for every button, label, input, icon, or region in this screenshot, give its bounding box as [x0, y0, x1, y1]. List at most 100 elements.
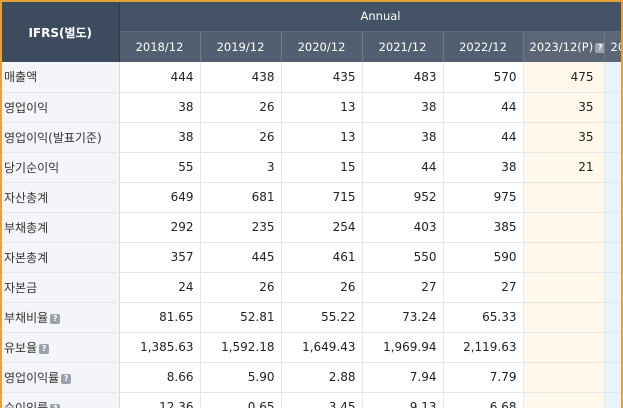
- data-cell: 438: [200, 62, 282, 93]
- estimate-cell: [523, 362, 605, 393]
- table-row: 영업이익률? 8.66 5.90 2.88 7.94 7.79: [2, 362, 621, 393]
- next-year-cell: [604, 152, 621, 183]
- data-cell: 1,385.63: [119, 332, 201, 363]
- row-label: 자본금: [2, 272, 120, 303]
- data-cell: 7.79: [443, 362, 524, 393]
- data-cell: 38: [362, 92, 444, 123]
- row-label: 영업이익(발표기준): [2, 122, 120, 153]
- data-cell: 26: [281, 272, 363, 303]
- estimate-cell: [523, 242, 605, 273]
- table-row: 유보율? 1,385.63 1,592.18 1,649.43 1,969.94 2,11…: [2, 332, 621, 363]
- data-cell: 483: [362, 62, 444, 93]
- next-year-cell: [604, 182, 621, 213]
- table-row: 영업이익 38 26 13 38 44 35: [2, 92, 621, 123]
- estimate-cell: 35: [523, 92, 605, 123]
- row-label-text: 매출액: [4, 70, 38, 85]
- table-corner-label: IFRS(별도): [2, 2, 120, 62]
- year-header-next: 202: [604, 31, 621, 62]
- data-cell: 435: [281, 62, 363, 93]
- data-cell: 254: [281, 212, 363, 243]
- estimate-cell: 475: [523, 62, 605, 93]
- table-row: 부채비율? 81.65 52.81 55.22 73.24 65.33: [2, 302, 621, 333]
- data-cell: 38: [362, 122, 444, 153]
- data-cell: 2.88: [281, 362, 363, 393]
- row-label: 영업이익률?: [2, 362, 120, 393]
- estimate-cell: [523, 272, 605, 303]
- row-label: 부채비율?: [2, 302, 120, 333]
- data-cell: 27: [443, 272, 524, 303]
- row-label-text: 자본총계: [4, 250, 49, 265]
- row-label-text: 당기순이익: [4, 160, 60, 175]
- next-year-cell: [604, 302, 621, 333]
- data-cell: 6.68: [443, 392, 524, 408]
- year-header: 2022/12: [443, 31, 524, 62]
- data-cell: 38: [119, 122, 201, 153]
- data-cell: 1,969.94: [362, 332, 444, 363]
- table-row: 부채총계 292 235 254 403 385: [2, 212, 621, 243]
- estimate-cell: [523, 392, 605, 408]
- year-header: 2020/12: [281, 31, 363, 62]
- data-cell: 55: [119, 152, 201, 183]
- estimate-cell: [523, 212, 605, 243]
- row-label-text: 부채총계: [4, 220, 49, 235]
- data-cell: 461: [281, 242, 363, 273]
- data-cell: 975: [443, 182, 524, 213]
- data-cell: 0.65: [200, 392, 282, 408]
- year-header-estimate: 2023/12(P)?: [523, 31, 605, 62]
- row-label: 순이익률?: [2, 392, 120, 408]
- data-cell: 1,592.18: [200, 332, 282, 363]
- question-icon[interactable]: ?: [61, 373, 72, 384]
- data-cell: 570: [443, 62, 524, 93]
- row-label-text: 영업이익: [4, 100, 49, 115]
- estimate-cell: [523, 302, 605, 333]
- row-label-text: 유보율: [4, 340, 38, 355]
- data-cell: 38: [443, 152, 524, 183]
- data-cell: 385: [443, 212, 524, 243]
- data-cell: 590: [443, 242, 524, 273]
- data-cell: 12.36: [119, 392, 201, 408]
- question-icon[interactable]: ?: [50, 313, 61, 324]
- data-cell: 8.66: [119, 362, 201, 393]
- data-cell: 3.45: [281, 392, 363, 408]
- data-cell: 1,649.43: [281, 332, 363, 363]
- data-cell: 26: [200, 122, 282, 153]
- data-cell: 403: [362, 212, 444, 243]
- annual-group-header: Annual: [119, 2, 621, 32]
- data-cell: 52.81: [200, 302, 282, 333]
- table-row: 매출액 444 438 435 483 570 475: [2, 62, 621, 93]
- next-year-cell: [604, 332, 621, 363]
- row-label: 매출액: [2, 62, 120, 93]
- data-cell: 357: [119, 242, 201, 273]
- data-cell: 73.24: [362, 302, 444, 333]
- data-cell: 681: [200, 182, 282, 213]
- data-cell: 26: [200, 272, 282, 303]
- question-icon[interactable]: ?: [595, 42, 603, 53]
- question-icon[interactable]: ?: [39, 343, 50, 354]
- estimate-cell: [523, 182, 605, 213]
- data-cell: 65.33: [443, 302, 524, 333]
- data-cell: 44: [443, 122, 524, 153]
- next-year-cell: [604, 122, 621, 153]
- data-cell: 649: [119, 182, 201, 213]
- table-row: 자본총계 357 445 461 550 590: [2, 242, 621, 273]
- row-label-text: 자산총계: [4, 190, 49, 205]
- data-cell: 444: [119, 62, 201, 93]
- question-icon[interactable]: ?: [50, 403, 61, 408]
- next-year-cell: [604, 212, 621, 243]
- data-cell: 81.65: [119, 302, 201, 333]
- data-cell: 5.90: [200, 362, 282, 393]
- data-cell: 3: [200, 152, 282, 183]
- data-cell: 9.13: [362, 392, 444, 408]
- year-header: 2021/12: [362, 31, 444, 62]
- row-label: 유보율?: [2, 332, 120, 363]
- year-header: 2018/12: [119, 31, 201, 62]
- data-cell: 27: [362, 272, 444, 303]
- data-cell: 235: [200, 212, 282, 243]
- estimate-cell: [523, 332, 605, 363]
- data-cell: 2,119.63: [443, 332, 524, 363]
- data-cell: 445: [200, 242, 282, 273]
- data-cell: 38: [119, 92, 201, 123]
- estimate-cell: 35: [523, 122, 605, 153]
